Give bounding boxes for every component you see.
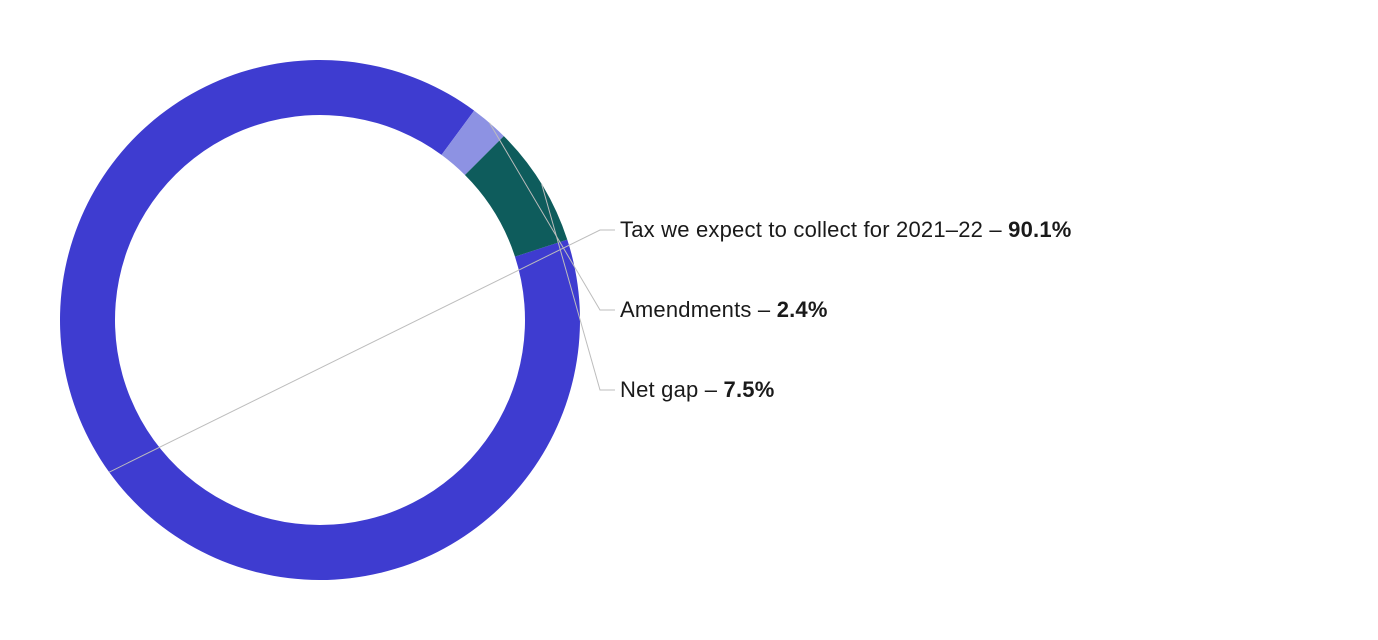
legend-item-expected: Tax we expect to collect for 2021–22 – 9… <box>620 217 1072 243</box>
legend-text-amendments: Amendments – <box>620 297 777 322</box>
legend-pct-net_gap: 7.5% <box>724 377 775 402</box>
legend-pct-expected: 90.1% <box>1008 217 1071 242</box>
donut-svg <box>40 40 600 600</box>
legend-label-amendments: Amendments – 2.4% <box>620 297 828 323</box>
donut-chart <box>40 40 600 600</box>
legend-item-net_gap: Net gap – 7.5% <box>620 377 774 403</box>
legend-label-net_gap: Net gap – 7.5% <box>620 377 774 403</box>
legend-label-expected: Tax we expect to collect for 2021–22 – 9… <box>620 217 1072 243</box>
legend-text-expected: Tax we expect to collect for 2021–22 – <box>620 217 1008 242</box>
legend-item-amendments: Amendments – 2.4% <box>620 297 828 323</box>
legend-pct-amendments: 2.4% <box>777 297 828 322</box>
legend-text-net_gap: Net gap – <box>620 377 724 402</box>
